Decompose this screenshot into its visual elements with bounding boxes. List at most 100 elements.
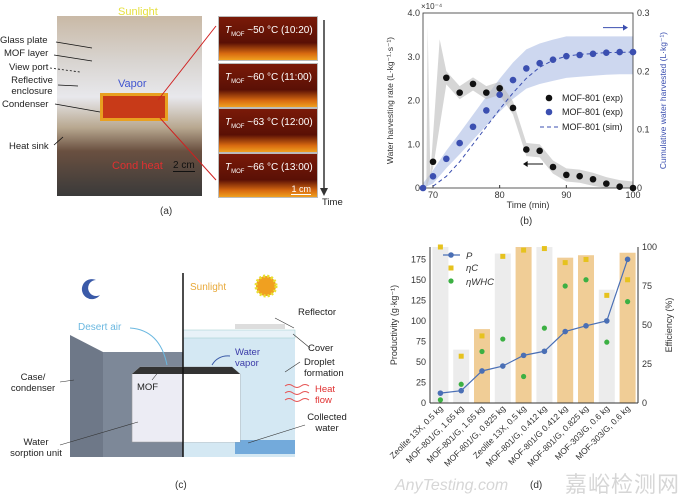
reflector-label: Reflector <box>298 307 337 318</box>
cumulative-point <box>629 48 637 56</box>
sunlight-label-c: Sunlight <box>190 282 227 293</box>
bar <box>494 253 511 403</box>
cumulative-point <box>456 139 463 147</box>
rate-point <box>603 180 610 187</box>
cumulative-point <box>616 48 623 56</box>
x-tick-label: 90 <box>561 190 571 200</box>
legend-marker <box>545 108 553 116</box>
legend-marker <box>448 265 454 271</box>
bar <box>619 252 636 403</box>
cumulative-point <box>419 184 427 192</box>
eta-c-point <box>437 244 443 250</box>
case-back-wall <box>70 335 103 457</box>
desert-air-arrow-icon <box>129 327 168 366</box>
desert-air-label: Desert air <box>78 322 122 333</box>
legend-marker <box>448 278 454 284</box>
rate-point <box>589 175 597 183</box>
label-heat-sink: Heat sink <box>9 141 49 152</box>
eta-whc-point <box>437 397 443 403</box>
moon-icon <box>81 279 100 300</box>
y-right-tick-label: 100 <box>642 242 657 252</box>
productivity-point <box>437 390 444 396</box>
reflector <box>235 324 285 329</box>
cover <box>182 329 296 339</box>
y-right-axis-label: Cumulative water harvested (L·kg⁻¹) <box>658 32 668 169</box>
legend-marker <box>545 94 553 102</box>
productivity-point <box>562 328 568 335</box>
rate-point <box>483 89 490 96</box>
cumulative-point <box>523 65 530 72</box>
eta-whc-point <box>583 277 589 283</box>
time-label: Time <box>322 197 343 208</box>
y-axis-label: Productivity (g·kg⁻¹) <box>389 285 399 365</box>
label-reflective-enclosure: Reflective enclosure <box>11 75 53 97</box>
y-tick-label: 50 <box>416 357 426 367</box>
eta-whc-point <box>458 381 464 387</box>
productivity-point <box>624 256 631 263</box>
bar <box>536 247 553 403</box>
eta-whc-point <box>500 336 506 342</box>
cumulative-point <box>589 50 597 58</box>
collected-water-label: Collected water <box>307 412 347 434</box>
y-tick-label: 150 <box>411 275 426 285</box>
y-tick-label: 125 <box>411 295 426 305</box>
collected-water <box>235 440 295 454</box>
panel-a-arrows <box>49 20 328 196</box>
legend-marker <box>448 252 454 258</box>
droplet-formation-label: Droplet formation <box>304 357 344 379</box>
eta-whc-point <box>479 348 485 355</box>
eta-c-point <box>500 253 506 259</box>
chart-d: 0 25 50 75 100 125 150 175 0 25 50 75 100 Productivit… <box>388 242 674 469</box>
caption-b: (b) <box>520 216 533 227</box>
case-condenser-label: Case/ condenser <box>10 372 56 394</box>
condenser-plate <box>100 93 168 121</box>
y-tick-label: 0 <box>415 183 420 193</box>
rate-point <box>429 158 437 166</box>
water-sorption-unit-label: Water sorption unit <box>10 437 62 459</box>
cond-heat-label: Cond heat <box>112 160 163 172</box>
cumulative-point <box>509 76 517 84</box>
legend-label: ηC <box>466 263 478 274</box>
bar <box>578 255 594 403</box>
eta-whc-point <box>604 339 610 345</box>
rate-point <box>576 172 583 180</box>
rate-point <box>536 147 543 155</box>
legend-label: MOF-801 (exp) <box>562 93 623 103</box>
sun-icon <box>254 274 278 298</box>
mof-layer <box>132 367 240 374</box>
eta-c-point <box>541 246 547 252</box>
thermal-frame-4: TMOF ~66 °C (13:00) 1 cm <box>218 153 318 198</box>
watermark-en: AnyTesting.com <box>395 477 509 494</box>
cumulative-point <box>483 107 490 114</box>
label-condenser: Condenser <box>2 99 49 110</box>
x-tick-label: 70 <box>428 190 438 200</box>
caption-a: (a) <box>160 206 173 217</box>
sunlight-label: Sunlight <box>118 6 158 18</box>
thermal-frame-3: TMOF ~63 °C (12:00) <box>218 108 318 153</box>
rate-point <box>616 183 623 190</box>
diagram-c <box>59 273 311 457</box>
caption-d: (d) <box>530 480 543 491</box>
bar <box>598 289 615 403</box>
eta-c-point <box>604 292 610 298</box>
legend-label: MOF-801 (sim) <box>562 122 623 132</box>
left-arrowhead-icon <box>523 160 528 167</box>
rate-point <box>456 89 463 96</box>
productivity-point <box>479 368 485 374</box>
eta-whc-point <box>541 325 547 331</box>
cumulative-uncertainty-band <box>423 36 633 189</box>
productivity-point <box>500 363 506 369</box>
bar <box>515 247 532 403</box>
thermal-frame-2: TMOF ~60 °C (11:00) <box>218 63 318 108</box>
bar <box>453 349 470 403</box>
y-tick-label: 100 <box>411 316 426 326</box>
sim-line <box>432 51 634 187</box>
heat-flow-label: Heat flow <box>315 384 336 406</box>
productivity-point <box>604 318 610 324</box>
plot-frame <box>422 12 634 189</box>
x-tick-label: 100 <box>625 190 640 200</box>
cover-label: Cover <box>308 343 334 354</box>
cumulative-point <box>469 123 477 131</box>
eta-whc-point <box>625 299 631 305</box>
label-view-port: View port <box>9 62 49 73</box>
